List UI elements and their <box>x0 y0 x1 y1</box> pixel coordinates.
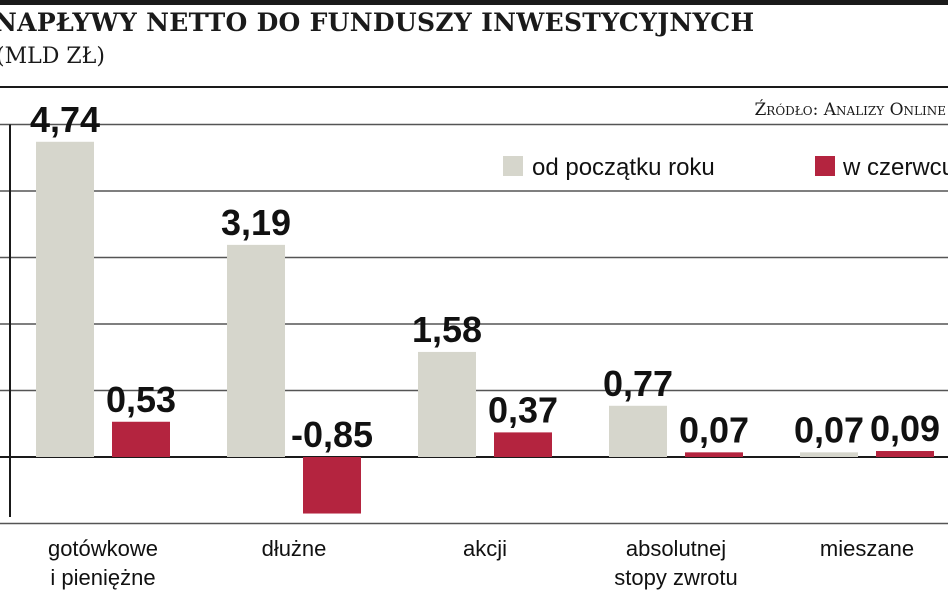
category-label: i pieniężne <box>50 565 155 590</box>
category-label: dłużne <box>262 536 327 561</box>
data-label: 0,77 <box>603 363 673 404</box>
chart-title: NAPŁYWY NETTO DO FUNDUSZY INWESTYCYJNYCH <box>0 8 755 37</box>
legend-label: w czerwcu <box>842 154 948 181</box>
legend-swatch <box>815 156 835 176</box>
top-rule <box>0 0 948 5</box>
legend: od początku roku w czerwcu <box>503 154 948 181</box>
bar <box>800 452 858 457</box>
bars <box>36 141 934 514</box>
data-label: 0,37 <box>488 389 558 430</box>
category-label: mieszane <box>820 536 914 561</box>
chart-source: Źródło: Analizy Online <box>754 100 946 120</box>
category-label: gotówkowe <box>48 536 158 561</box>
bar <box>227 244 285 457</box>
bar <box>303 457 361 514</box>
category-label: akcji <box>463 536 507 561</box>
bar <box>685 452 743 457</box>
category-label: stopy zwrotu <box>614 565 738 590</box>
legend-label: od początku roku <box>532 154 715 181</box>
value-labels: 4,740,533,19-0,851,580,370,770,07 0,07 0,0… <box>30 99 940 455</box>
data-label: 0,07 <box>794 409 864 450</box>
data-label: 3,19 <box>221 202 291 243</box>
data-label: 4,74 <box>30 99 100 140</box>
data-label: 0,53 <box>106 379 176 420</box>
bar <box>609 405 667 457</box>
category-labels: gotówkowe i pieniężne dłużne akcji absolutne… <box>48 536 914 590</box>
bar <box>494 432 552 457</box>
header-rule <box>0 86 948 88</box>
legend-swatch <box>503 156 523 176</box>
data-label: 0,09 <box>870 408 940 449</box>
category-label: absolutnej <box>626 536 726 561</box>
chart-unit: (MLD ZŁ) <box>0 44 105 69</box>
bar <box>876 451 934 457</box>
bar <box>36 141 94 458</box>
data-label: 0,07 <box>679 409 749 450</box>
bar <box>112 421 170 457</box>
data-label: -0,85 <box>291 414 373 455</box>
bar <box>418 351 476 457</box>
data-label: 1,58 <box>412 309 482 350</box>
